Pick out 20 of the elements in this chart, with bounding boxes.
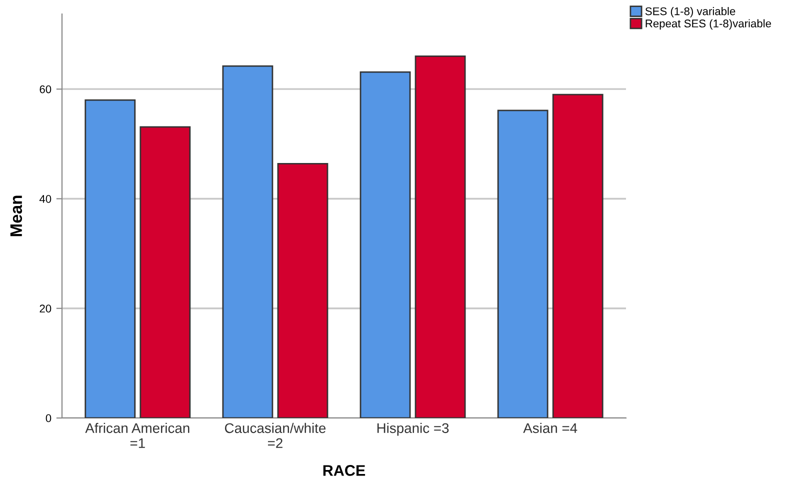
y-tick-label: 60: [40, 85, 52, 94]
bar: [414, 56, 466, 418]
y-tick-label: 20: [40, 304, 52, 312]
y-tick-label: 0: [46, 414, 52, 422]
bar: [552, 94, 604, 418]
bar: [497, 110, 548, 418]
bar: [360, 71, 411, 418]
bar: [140, 126, 191, 418]
x-tick-label: Hispanic =3: [377, 422, 449, 436]
bar: [277, 162, 328, 418]
legend-label: Repeat SES (1-8)variable: [646, 19, 771, 30]
x-tick-label: African American =1: [85, 422, 190, 448]
x-tick-label: Caucasian/white =2: [224, 422, 326, 448]
bar: [84, 99, 136, 418]
y-tick-label: 40: [39, 195, 52, 203]
y-axis-title: Mean: [10, 196, 22, 236]
legend-label: SES (1-8) variable: [645, 7, 736, 18]
x-axis-title: RACE: [323, 465, 366, 476]
bar: [222, 65, 274, 418]
x-tick-label: Asian =4: [523, 422, 578, 434]
